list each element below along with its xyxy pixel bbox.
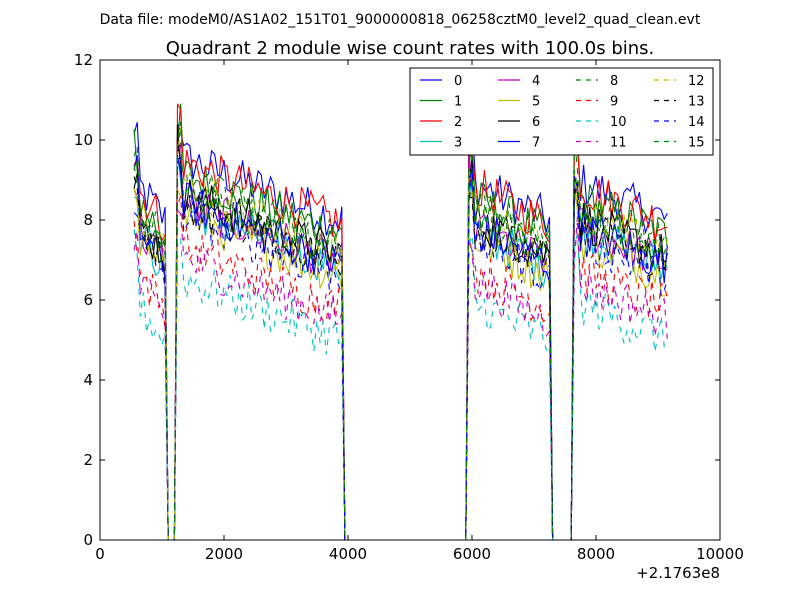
legend-label-4: 4 (532, 74, 540, 89)
x-tick-label: 2000 (205, 545, 243, 563)
y-tick-label: 6 (83, 291, 93, 309)
y-tick-label: 8 (83, 211, 93, 229)
legend-label-6: 6 (532, 115, 540, 130)
legend-label-10: 10 (610, 115, 627, 130)
legend-label-5: 5 (532, 95, 540, 110)
legend-label-15: 15 (688, 136, 705, 151)
legend-label-12: 12 (688, 74, 705, 89)
x-tick-label: 0 (95, 545, 105, 563)
x-tick-label: 8000 (577, 545, 615, 563)
legend-label-7: 7 (532, 136, 540, 151)
legend-label-13: 13 (688, 95, 705, 110)
series-line-12 (133, 125, 668, 541)
legend-box (409, 67, 714, 156)
y-tick-label: 10 (74, 131, 93, 149)
y-tick-label: 4 (83, 371, 93, 389)
legend-label-2: 2 (454, 115, 462, 130)
x-tick-label: 4000 (329, 545, 367, 563)
legend-label-0: 0 (454, 74, 462, 89)
plot-area: 0 2000 4000 6000 8000 10000024681012012345678… (74, 51, 744, 563)
legend-label-14: 14 (688, 115, 705, 130)
series-line-1 (133, 103, 668, 541)
y-tick-label: 12 (74, 51, 93, 69)
data-file-caption: Data file: modeM0/AS1A02_151T01_90000008… (100, 12, 701, 28)
legend-label-1: 1 (454, 95, 462, 110)
x-tick-label: 10000 (696, 545, 744, 563)
legend-label-11: 11 (610, 136, 627, 151)
legend-label-3: 3 (454, 136, 462, 151)
series-group (133, 103, 668, 541)
legend-label-8: 8 (610, 74, 618, 89)
series-line-11 (133, 209, 668, 541)
series-line-2 (133, 103, 668, 541)
chart-title: Quadrant 2 module wise count rates with … (166, 38, 655, 59)
series-line-10 (133, 229, 668, 541)
x-tick-label: 6000 (453, 545, 491, 563)
legend-label-9: 9 (610, 95, 618, 110)
y-tick-label: 0 (83, 531, 93, 549)
y-tick-label: 2 (83, 451, 93, 469)
x-offset-label: +2.1763e8 (636, 564, 720, 582)
